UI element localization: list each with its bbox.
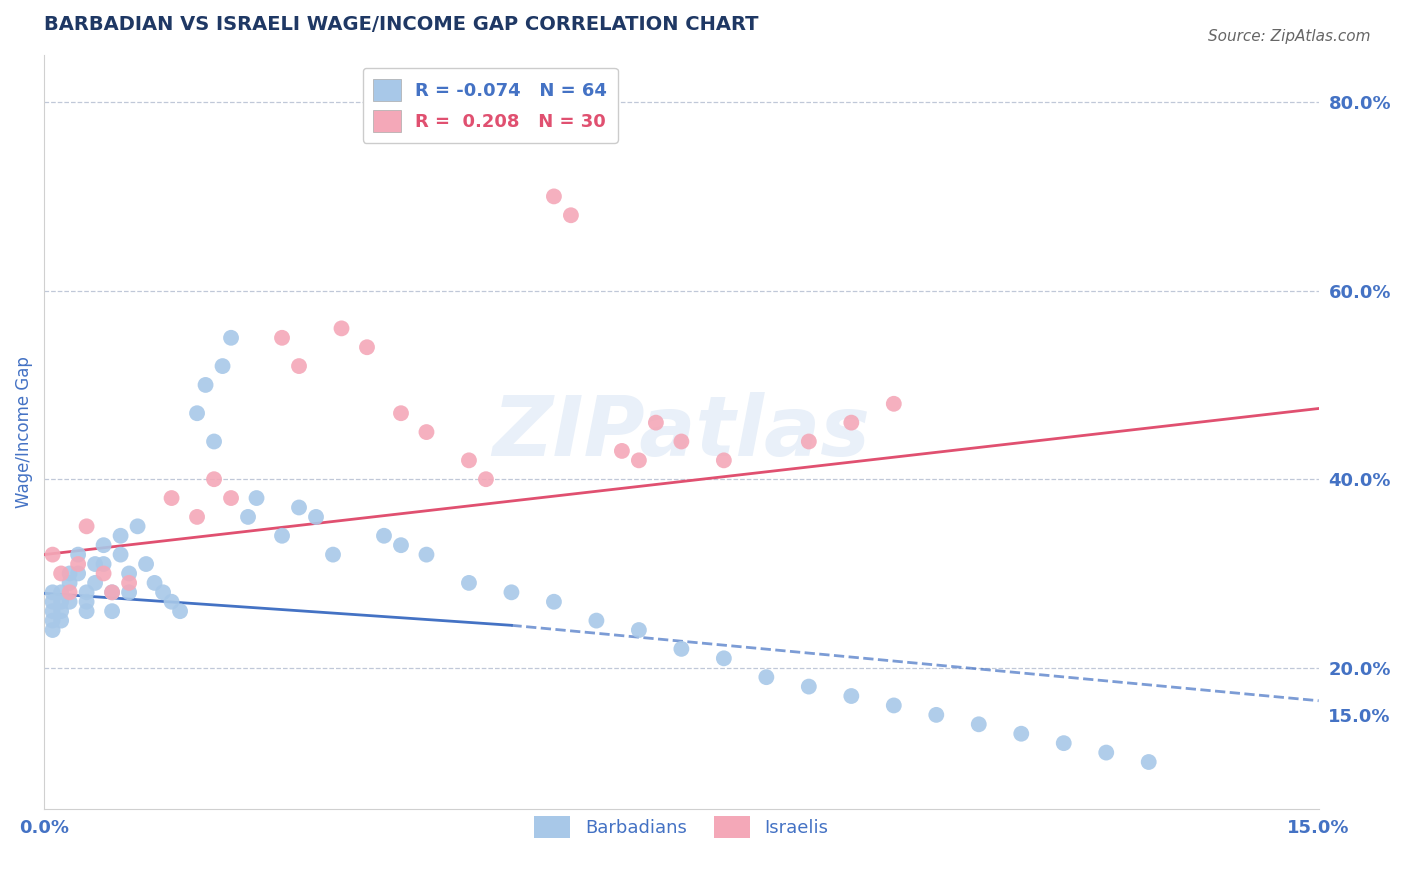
Point — [41, 604, 63, 618]
Point — [755, 670, 778, 684]
Point — [288, 359, 311, 373]
Point — [127, 519, 149, 533]
Point — [186, 406, 208, 420]
Point — [1095, 746, 1118, 760]
Point — [186, 509, 208, 524]
Point — [76, 604, 98, 618]
Point — [49, 614, 72, 628]
Text: ZIPatlas: ZIPatlas — [492, 392, 870, 473]
Point — [76, 595, 98, 609]
Point — [797, 434, 820, 449]
Point — [41, 595, 63, 609]
Point — [59, 585, 82, 599]
Point — [67, 557, 90, 571]
Point — [41, 585, 63, 599]
Point — [93, 566, 115, 581]
Point — [713, 453, 735, 467]
Point — [236, 509, 259, 524]
Point — [610, 444, 633, 458]
Point — [49, 595, 72, 609]
Point — [202, 434, 225, 449]
Point — [501, 585, 523, 599]
Point — [152, 585, 174, 599]
Point — [839, 416, 862, 430]
Point — [967, 717, 990, 731]
Point — [84, 557, 107, 571]
Point — [288, 500, 311, 515]
Point — [883, 698, 905, 713]
Point — [49, 604, 72, 618]
Point — [118, 585, 141, 599]
Point — [101, 604, 124, 618]
Point — [160, 595, 183, 609]
Point — [839, 689, 862, 703]
Point — [543, 595, 565, 609]
Point — [169, 604, 191, 618]
Point — [644, 416, 666, 430]
Point — [76, 585, 98, 599]
Point — [627, 623, 650, 637]
Point — [671, 434, 693, 449]
Point — [101, 585, 124, 599]
Point — [59, 566, 82, 581]
Point — [118, 575, 141, 590]
Point — [373, 529, 395, 543]
Point — [585, 614, 607, 628]
Point — [627, 453, 650, 467]
Point — [41, 614, 63, 628]
Point — [59, 595, 82, 609]
Point — [458, 575, 481, 590]
Point — [322, 548, 344, 562]
Point — [76, 519, 98, 533]
Point — [41, 548, 63, 562]
Point — [713, 651, 735, 665]
Text: BARBADIAN VS ISRAELI WAGE/INCOME GAP CORRELATION CHART: BARBADIAN VS ISRAELI WAGE/INCOME GAP COR… — [44, 15, 759, 34]
Point — [271, 529, 294, 543]
Point — [118, 566, 141, 581]
Point — [475, 472, 498, 486]
Point — [49, 566, 72, 581]
Point — [389, 538, 412, 552]
Point — [67, 548, 90, 562]
Point — [458, 453, 481, 467]
Point — [135, 557, 157, 571]
Point — [356, 340, 378, 354]
Point — [143, 575, 166, 590]
Point — [219, 491, 242, 505]
Point — [797, 680, 820, 694]
Point — [160, 491, 183, 505]
Point — [389, 406, 412, 420]
Point — [101, 585, 124, 599]
Point — [194, 378, 217, 392]
Point — [49, 585, 72, 599]
Point — [925, 707, 948, 722]
Point — [560, 208, 582, 222]
Point — [543, 189, 565, 203]
Point — [1010, 727, 1032, 741]
Point — [67, 566, 90, 581]
Point — [211, 359, 233, 373]
Point — [110, 529, 132, 543]
Point — [415, 548, 437, 562]
Y-axis label: Wage/Income Gap: Wage/Income Gap — [15, 356, 32, 508]
Point — [59, 575, 82, 590]
Legend: Barbadians, Israelis: Barbadians, Israelis — [527, 809, 835, 846]
Point — [202, 472, 225, 486]
Point — [415, 425, 437, 439]
Point — [219, 331, 242, 345]
Point — [93, 557, 115, 571]
Point — [84, 575, 107, 590]
Point — [41, 623, 63, 637]
Point — [271, 331, 294, 345]
Point — [305, 509, 328, 524]
Point — [110, 548, 132, 562]
Point — [93, 538, 115, 552]
Point — [330, 321, 353, 335]
Point — [671, 641, 693, 656]
Point — [1053, 736, 1076, 750]
Point — [245, 491, 267, 505]
Point — [1137, 755, 1160, 769]
Text: Source: ZipAtlas.com: Source: ZipAtlas.com — [1208, 29, 1371, 44]
Point — [883, 397, 905, 411]
